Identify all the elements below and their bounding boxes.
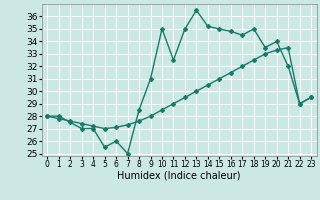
X-axis label: Humidex (Indice chaleur): Humidex (Indice chaleur) (117, 171, 241, 181)
